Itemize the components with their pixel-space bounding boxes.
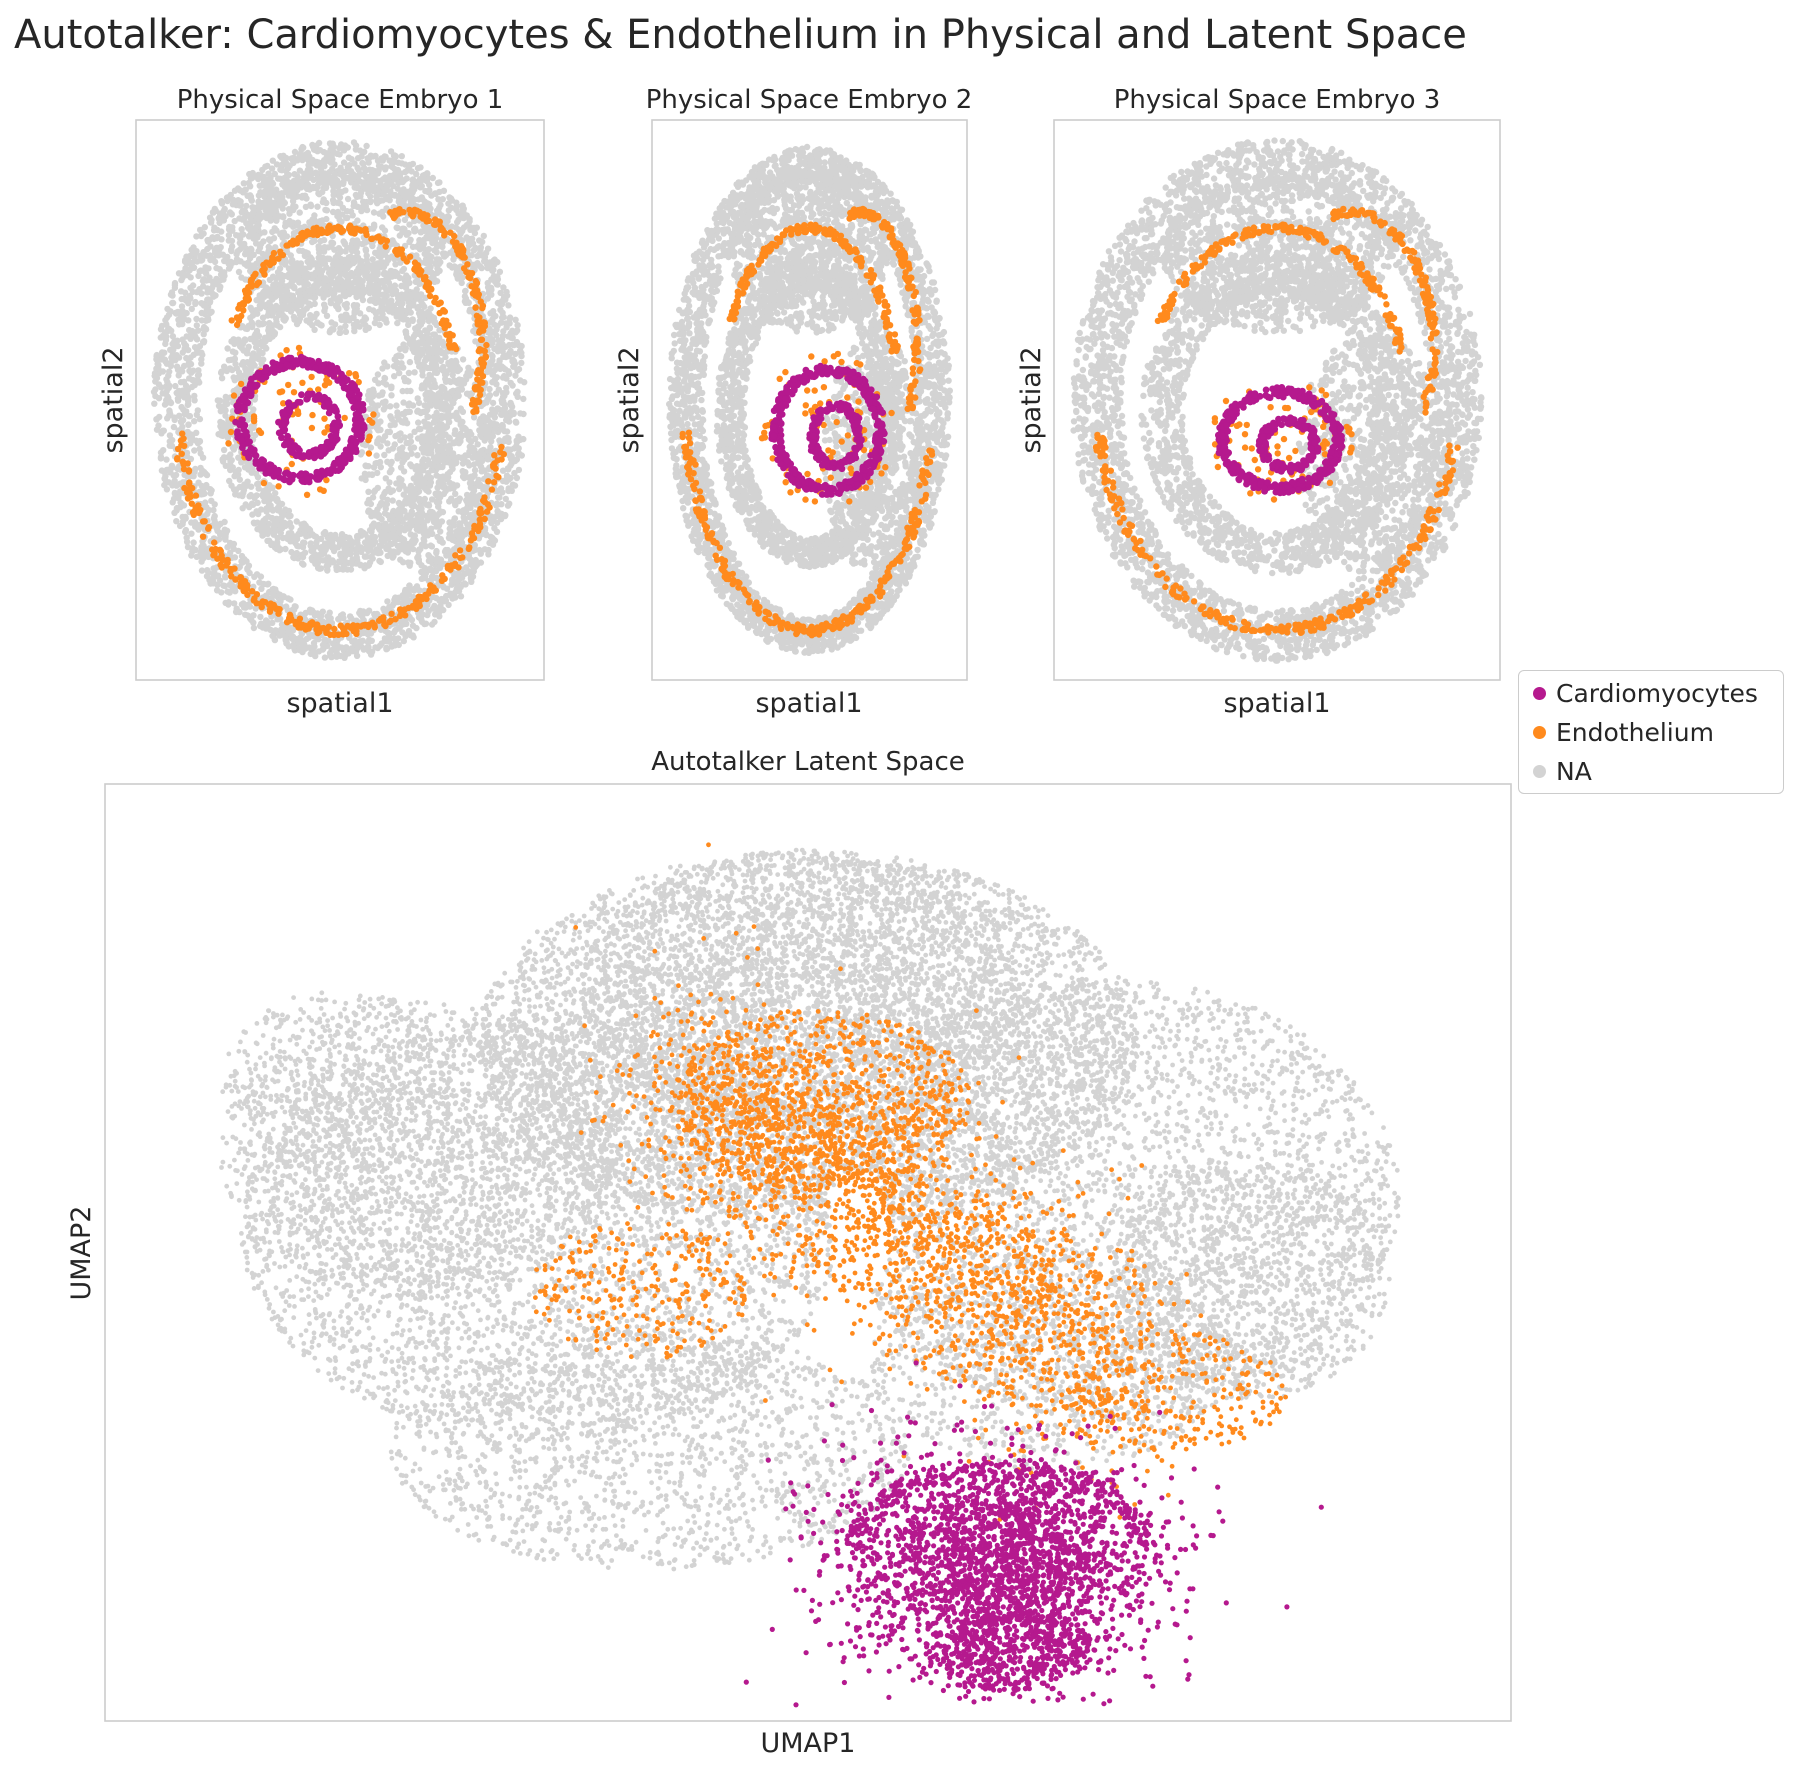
panel-1-ylabel: spatial2 bbox=[98, 346, 129, 453]
panel-2-title: Physical Space Embryo 2 bbox=[646, 85, 973, 115]
legend-label: Cardiomyocytes bbox=[1556, 679, 1758, 708]
series-na bbox=[150, 139, 528, 661]
panel-embryo-3: Physical Space Embryo 3 spatial1 spatial… bbox=[1016, 85, 1501, 719]
series-cardiomyocytes bbox=[743, 1360, 1324, 1708]
legend-label: Endothelium bbox=[1556, 718, 1714, 747]
panel-4-xlabel: UMAP1 bbox=[761, 1728, 856, 1759]
panel-3-ylabel: spatial2 bbox=[1016, 346, 1047, 453]
legend-item-cardiomyocytes: Cardiomyocytes bbox=[1533, 679, 1758, 708]
series-na bbox=[1070, 137, 1485, 664]
series-cardiomyocytes bbox=[1215, 384, 1346, 497]
panel-2-frame bbox=[651, 119, 968, 681]
legend-marker-na bbox=[1533, 764, 1546, 778]
panel-3-frame bbox=[1053, 119, 1501, 681]
series-endothelium bbox=[174, 206, 507, 639]
panel-4-frame bbox=[104, 783, 1512, 1722]
panel-2-points bbox=[666, 143, 953, 656]
panel-1-xlabel: spatial1 bbox=[286, 688, 393, 719]
panel-embryo-1: Physical Space Embryo 1 spatial1 spatial… bbox=[98, 85, 545, 719]
panel-3-title: Physical Space Embryo 3 bbox=[1114, 85, 1441, 115]
panel-4-points bbox=[219, 842, 1401, 1708]
figure-title: Autotalker: Cardiomyocytes & Endothelium… bbox=[14, 12, 1467, 58]
panel-1-frame bbox=[135, 119, 545, 681]
panel-3-points bbox=[1070, 137, 1485, 664]
series-cardiomyocytes bbox=[768, 362, 888, 498]
legend-item-endothelium: Endothelium bbox=[1533, 718, 1714, 747]
panel-latent-space: Autotalker Latent Space UMAP1 UMAP2 bbox=[66, 747, 1512, 1759]
legend-marker-endothelium bbox=[1533, 725, 1546, 739]
panel-3-xlabel: spatial1 bbox=[1223, 688, 1330, 719]
panel-2-xlabel: spatial1 bbox=[755, 688, 862, 719]
panel-2-ylabel: spatial2 bbox=[614, 346, 645, 453]
panel-4-ylabel: UMAP2 bbox=[66, 1206, 97, 1301]
series-cardiomyocytes bbox=[232, 353, 368, 486]
panel-embryo-2: Physical Space Embryo 2 spatial1 spatial… bbox=[614, 85, 972, 719]
legend-label: NA bbox=[1556, 757, 1592, 786]
panel-1-points bbox=[150, 139, 528, 661]
panel-1-title: Physical Space Embryo 1 bbox=[177, 85, 504, 115]
series-endothelium bbox=[533, 842, 1288, 1522]
legend: Cardiomyocytes Endothelium NA bbox=[1518, 670, 1784, 794]
legend-marker-cardiomyocytes bbox=[1533, 686, 1546, 700]
legend-item-na: NA bbox=[1533, 757, 1592, 786]
panel-4-title: Autotalker Latent Space bbox=[651, 747, 965, 777]
